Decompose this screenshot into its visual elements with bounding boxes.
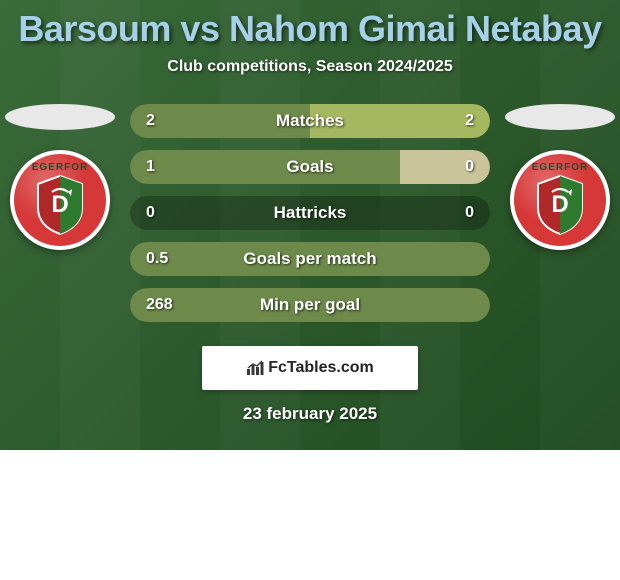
- club-badge-left: EGERFOR D: [10, 150, 110, 250]
- badge-top-text: EGERFOR: [14, 162, 106, 173]
- stat-bar: 10Goals: [130, 150, 490, 184]
- comparison-card: Barsoum vs Nahom Gimai Netabay Club comp…: [0, 0, 620, 450]
- stat-label: Goals: [130, 150, 490, 184]
- club-badge-right: EGERFOR D: [510, 150, 610, 250]
- stat-label: Min per goal: [130, 288, 490, 322]
- stats-column: 22Matches 10Goals 00Hattricks 0.5Goals per …: [130, 104, 490, 334]
- stat-bar: 268Min per goal: [130, 288, 490, 322]
- player-right-column: EGERFOR D: [500, 104, 620, 250]
- shield-icon: D: [532, 174, 588, 236]
- stat-bar: 22Matches: [130, 104, 490, 138]
- stat-label: Matches: [130, 104, 490, 138]
- stat-bar: 00Hattricks: [130, 196, 490, 230]
- shield-icon: D: [32, 174, 88, 236]
- svg-text:D: D: [51, 191, 68, 218]
- stat-label: Hattricks: [130, 196, 490, 230]
- badge-top-text: EGERFOR: [514, 162, 606, 173]
- stat-bar: 0.5Goals per match: [130, 242, 490, 276]
- below-whitespace: [0, 450, 620, 580]
- stat-label: Goals per match: [130, 242, 490, 276]
- player-photo-placeholder: [5, 104, 115, 130]
- player-photo-placeholder: [505, 104, 615, 130]
- svg-text:D: D: [551, 191, 568, 218]
- badge-circle: EGERFOR D: [10, 150, 110, 250]
- badge-circle: EGERFOR D: [510, 150, 610, 250]
- content-row: EGERFOR D 22Matches 10Goals 00Hattricks 0.5…: [0, 104, 620, 334]
- player-left-column: EGERFOR D: [0, 104, 120, 250]
